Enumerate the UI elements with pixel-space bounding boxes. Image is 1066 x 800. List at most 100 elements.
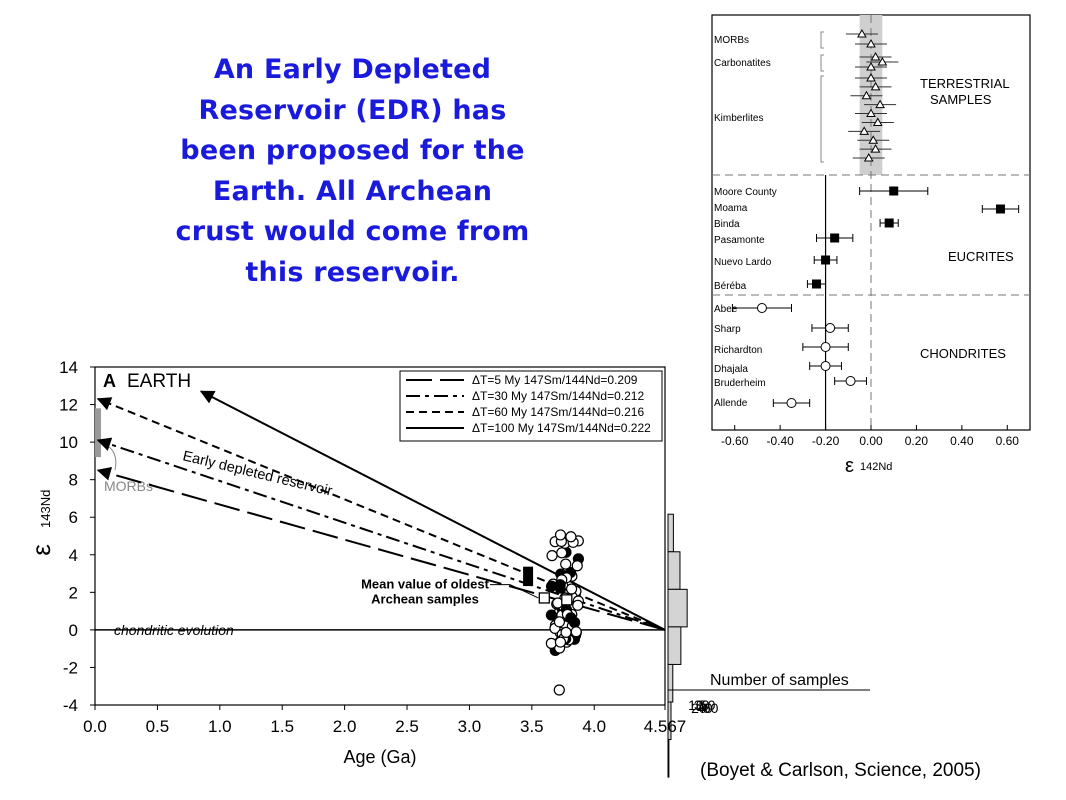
terrestrial-sample-point <box>866 61 876 71</box>
histogram-tick-label: 60 <box>703 700 719 716</box>
legend-box <box>399 370 663 442</box>
open-sample-point <box>572 599 584 611</box>
open-sample-point <box>565 583 578 595</box>
histogram-xlabel: Number of samples <box>710 672 849 689</box>
section-label: EUCRITES <box>948 249 1014 264</box>
sample-row-label: Carbonatites <box>714 58 771 69</box>
terrestrial-sample-point <box>870 144 881 153</box>
terrestrial-sample-point <box>857 28 867 38</box>
x-tick-label: 4.567 <box>644 717 687 736</box>
histogram-bar <box>667 513 674 553</box>
eucrite-sample-point <box>811 279 821 289</box>
filled-sample-point <box>565 612 577 624</box>
filled-sample-point <box>545 609 557 621</box>
title-line: An Early Depleted <box>213 54 492 85</box>
terrestrial-sample-point <box>875 99 885 109</box>
title-line: this reservoir. <box>245 256 460 288</box>
terrestrial-sample-point <box>859 126 870 135</box>
y-tick-label: 12 <box>59 396 78 415</box>
x-tick-label: 0.60 <box>996 434 1020 448</box>
terrestrial-sample-point <box>868 135 879 144</box>
y-tick-label: 0 <box>69 621 78 640</box>
open-sample-point <box>560 558 572 570</box>
terrestrial-sample-point <box>866 108 876 118</box>
plot-frame <box>94 366 666 706</box>
x-tick-label: 1.0 <box>208 717 232 736</box>
y-axis-label-isotope: 143Nd <box>38 490 53 528</box>
open-sample-point <box>545 637 557 649</box>
histogram-bar <box>667 588 688 628</box>
sample-row-label: Béréba <box>714 281 747 292</box>
eucrite-sample-point <box>995 204 1005 214</box>
y-tick-label: 2 <box>69 583 78 602</box>
sample-row-label: Moama <box>714 203 748 214</box>
x-tick-label: 0.0 <box>83 717 107 736</box>
y-tick-label: 10 <box>59 433 78 452</box>
histogram-tick-label: 10 <box>688 697 704 713</box>
open-sample-point <box>553 616 566 628</box>
chondrite-sample-point <box>756 303 767 313</box>
y-tick-label: 6 <box>69 508 78 527</box>
histogram-tick-label: 50 <box>700 697 716 713</box>
x-tick-label: 0.5 <box>146 717 170 736</box>
legend-entry: ΔT=60 My 147Sm/144Nd=0.216 <box>472 405 644 419</box>
chondrite-sample-point <box>820 342 831 352</box>
panel-title: EARTH <box>127 371 191 392</box>
histogram-bar <box>667 551 681 590</box>
y-tick-label: 14 <box>59 358 78 377</box>
x-tick-label: 2.5 <box>395 717 419 736</box>
edr-label: Early depleted reservoir <box>181 448 334 499</box>
eucrite-sample-point <box>889 186 899 196</box>
sample-row-label: Nuevo Lardo <box>714 257 772 268</box>
title-line: been proposed for the <box>180 135 525 166</box>
x-tick-label: -0.40 <box>766 434 794 448</box>
open-square-point <box>561 594 573 606</box>
chondrite-sample-point <box>786 398 797 408</box>
legend-entry: ΔT=5 My 147Sm/144Nd=0.209 <box>472 373 638 387</box>
terrestrial-sample-point <box>870 81 881 91</box>
evolution-line <box>96 397 666 631</box>
x-tick-label: 2.0 <box>333 717 357 736</box>
eucrite-sample-point <box>830 233 840 243</box>
x-tick-label: -0.20 <box>812 434 840 448</box>
sample-row-label: MORBs <box>714 35 749 46</box>
sample-group-bracket <box>820 31 824 49</box>
terrestrial-sample-point <box>872 117 883 126</box>
histogram-tick-label: 40 <box>697 700 713 716</box>
chondritic-label: chondritic evolution <box>114 622 234 638</box>
sample-group-bracket <box>820 75 824 163</box>
mean-value-leader <box>490 584 539 599</box>
open-sample-point <box>546 550 558 562</box>
open-sample-point <box>554 529 567 541</box>
terrestrial-sample-point <box>866 38 876 48</box>
open-sample-point <box>565 531 577 543</box>
y-tick-label: 8 <box>69 471 78 490</box>
title-line: Earth. All Archean <box>212 175 493 207</box>
histogram-tick-label: 30 <box>694 697 710 713</box>
x-axis-label: ε <box>845 455 854 477</box>
y-tick-label: -2 <box>63 658 78 677</box>
histogram-bar <box>667 701 672 741</box>
legend-entry: ΔT=30 My 147Sm/144Nd=0.212 <box>472 389 644 403</box>
sample-row-label: Dhajala <box>714 364 748 375</box>
x-tick-label: 3.0 <box>458 717 482 736</box>
mean-value-label: Archean samples <box>371 592 479 607</box>
title-line: Reservoir (EDR) has <box>198 94 507 126</box>
sample-row-label: Moore County <box>714 187 777 198</box>
sample-row-label: Kimberlites <box>714 113 763 124</box>
open-sample-point <box>571 560 583 572</box>
chondrite-sample-point <box>825 323 836 333</box>
histogram-tick-label: 20 <box>691 700 707 716</box>
filled-square-point <box>555 583 566 594</box>
chondrite-sample-point <box>845 376 856 386</box>
terrestrial-sample-point <box>861 90 872 100</box>
open-sample-point <box>554 636 567 648</box>
x-axis-label: Age (Ga) <box>343 747 416 767</box>
filled-square-point <box>523 576 534 587</box>
section-label: SAMPLES <box>930 92 992 107</box>
sample-row-label: Allende <box>714 398 748 409</box>
title-line: crust would come from <box>175 216 530 247</box>
histogram-bar <box>667 739 670 778</box>
open-sample-point <box>570 626 582 638</box>
